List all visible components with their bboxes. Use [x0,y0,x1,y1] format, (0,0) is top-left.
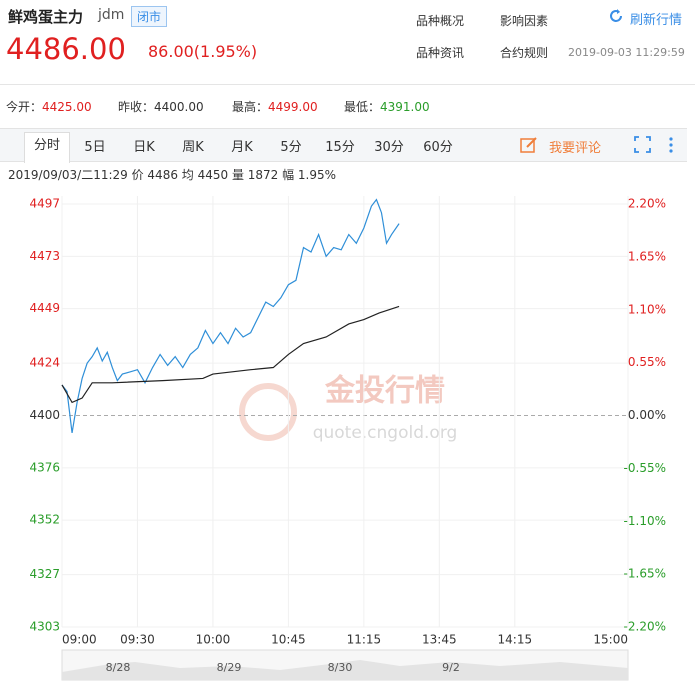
stat: 今开：4425.00 [6,98,92,115]
y-tick-label: 4376 [29,460,60,474]
tab[interactable]: 5日 [84,140,106,155]
y-tick-label: 4424 [29,356,60,370]
navigator-label: 8/29 [217,661,242,674]
status: 闭市 [131,6,168,27]
tab[interactable]: 周K [182,140,204,155]
comment-icon[interactable] [520,136,538,154]
x-tick-label: 09:30 [120,633,155,647]
y2-tick-label: 0.55% [628,355,666,369]
y2-tick-label: 0.00% [628,408,666,422]
link[interactable]: 影响因素 [500,14,549,28]
x-tick-label: 14:15 [498,633,533,647]
stat-label: 最高： [232,100,269,114]
info: 2019/09/03/二11:29 价 4486 均 4450 量 1872 幅… [8,168,337,182]
tab[interactable]: 分时 [24,132,70,163]
y2-tick-label: -1.65% [624,567,666,581]
navigator-label: 8/28 [106,661,131,674]
y-tick-label: 4303 [29,620,60,634]
watermark: 金投行情 [324,374,445,409]
tab[interactable]: 月K [231,140,253,155]
y-tick-label: 4352 [29,513,60,527]
y-tick-label: 4400 [29,408,60,422]
stat-label: 最低： [344,100,381,114]
comment[interactable]: 我要评论 [549,141,602,156]
refresh[interactable]: 刷新行情 [630,13,683,28]
change: 86.00(1.95%) [148,42,258,61]
tab-bar [0,128,687,162]
stat-label: 昨收： [118,100,155,114]
price-line [61,198,400,434]
name: 鲜鸡蛋主力 [8,8,84,26]
link[interactable]: 合约规则 [500,46,549,60]
stat-value: 4425.00 [42,100,92,114]
navigator-area [62,660,628,680]
link[interactable]: 品种概况 [416,14,465,28]
y2-tick-label: -1.10% [624,514,666,528]
tab[interactable]: 日K [133,140,155,155]
time: 2019-09-03 11:29:59 [568,46,685,59]
y2-tick-label: -2.20% [624,620,666,634]
tab[interactable]: 60分 [423,140,453,155]
y-tick-label: 4497 [29,197,60,211]
y-tick-label: 4327 [29,567,60,581]
tool-icons[interactable] [634,136,678,154]
link[interactable]: 品种资讯 [416,46,465,60]
y-tick-label: 4449 [29,301,60,315]
refresh-icon[interactable] [608,8,624,24]
watermark: quote.cngold.org [313,423,458,443]
x-tick-label: 10:00 [196,633,231,647]
stat-label: 今开： [6,100,43,114]
y-tick-label: 4473 [29,249,60,263]
y2-tick-label: 1.65% [628,249,666,263]
y2-tick-label: -0.55% [624,461,666,475]
stat: 最低：4391.00 [344,98,430,115]
navigator-label: 8/30 [328,661,353,674]
x-tick-label: 11:15 [347,633,382,647]
tab[interactable]: 5分 [280,140,302,155]
navigator-label: 9/2 [442,661,460,674]
divider [0,84,695,85]
price-line [61,305,400,404]
stat-value: 4391.00 [380,100,430,114]
tab[interactable]: 15分 [325,140,355,155]
y2-tick-label: 2.20% [628,197,666,211]
stat-value: 4400.00 [154,100,204,114]
tab[interactable]: 30分 [374,140,404,155]
stat-value: 4499.00 [268,100,318,114]
price: 4486.00 [6,32,126,66]
x-tick-label: 13:45 [422,633,457,647]
stat: 昨收：4400.00 [118,98,204,115]
x-tick-label: 10:45 [271,633,306,647]
x-tick-label: 09:00 [62,633,97,647]
stat: 最高：4499.00 [232,98,318,115]
watermark-logo [239,383,297,441]
y2-tick-label: 1.10% [628,302,666,316]
x-tick-label: 15:00 [593,633,628,647]
code: jdm [98,7,125,23]
